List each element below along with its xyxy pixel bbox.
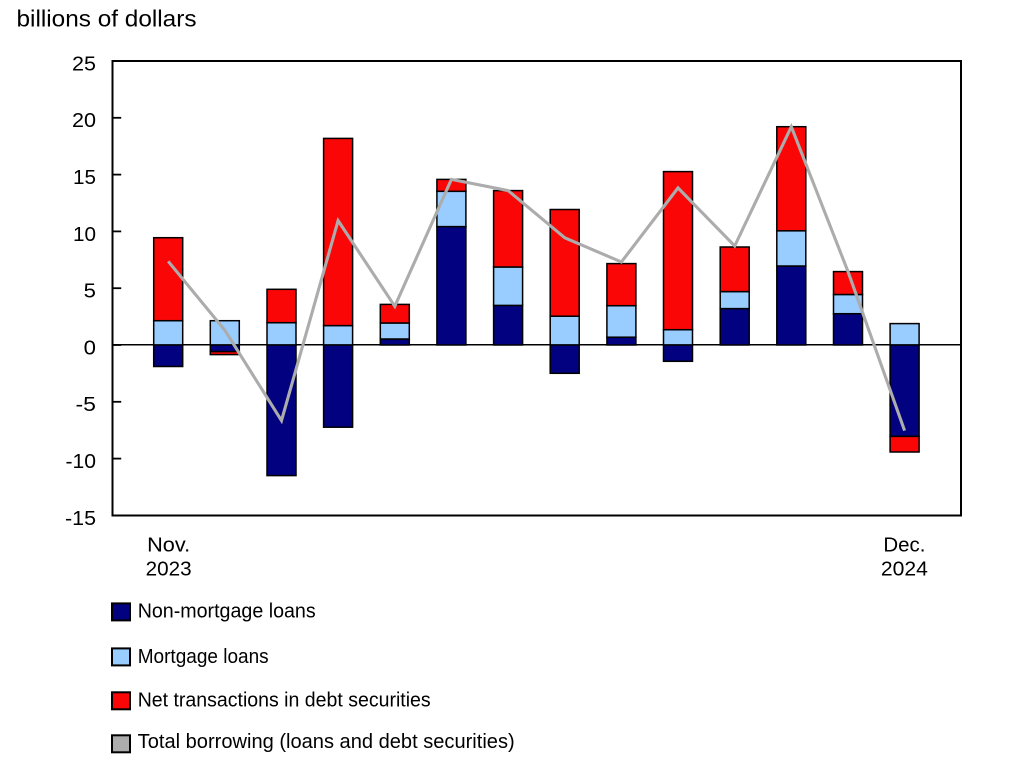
svg-text:0: 0 <box>84 337 96 359</box>
svg-text:2023: 2023 <box>146 558 192 580</box>
svg-text:5: 5 <box>84 281 96 303</box>
svg-text:Net transactions in debt secur: Net transactions in debt securities <box>138 689 431 711</box>
svg-text:Total borrowing (loans and deb: Total borrowing (loans and debt securiti… <box>138 731 515 753</box>
svg-text:Nov.: Nov. <box>147 535 190 557</box>
svg-text:-10: -10 <box>66 451 97 473</box>
svg-text:Mortgage loans: Mortgage loans <box>138 646 269 668</box>
svg-text:-15: -15 <box>65 508 96 530</box>
svg-text:Non-mortgage loans: Non-mortgage loans <box>138 601 316 623</box>
svg-text:Dec.: Dec. <box>883 535 925 557</box>
svg-text:15: 15 <box>73 167 96 189</box>
svg-text:20: 20 <box>72 110 96 132</box>
svg-text:-5: -5 <box>76 394 97 416</box>
svg-text:2024: 2024 <box>881 558 928 580</box>
svg-text:billions of dollars: billions of dollars <box>17 6 197 32</box>
svg-text:10: 10 <box>73 224 96 246</box>
svg-text:25: 25 <box>72 53 96 75</box>
